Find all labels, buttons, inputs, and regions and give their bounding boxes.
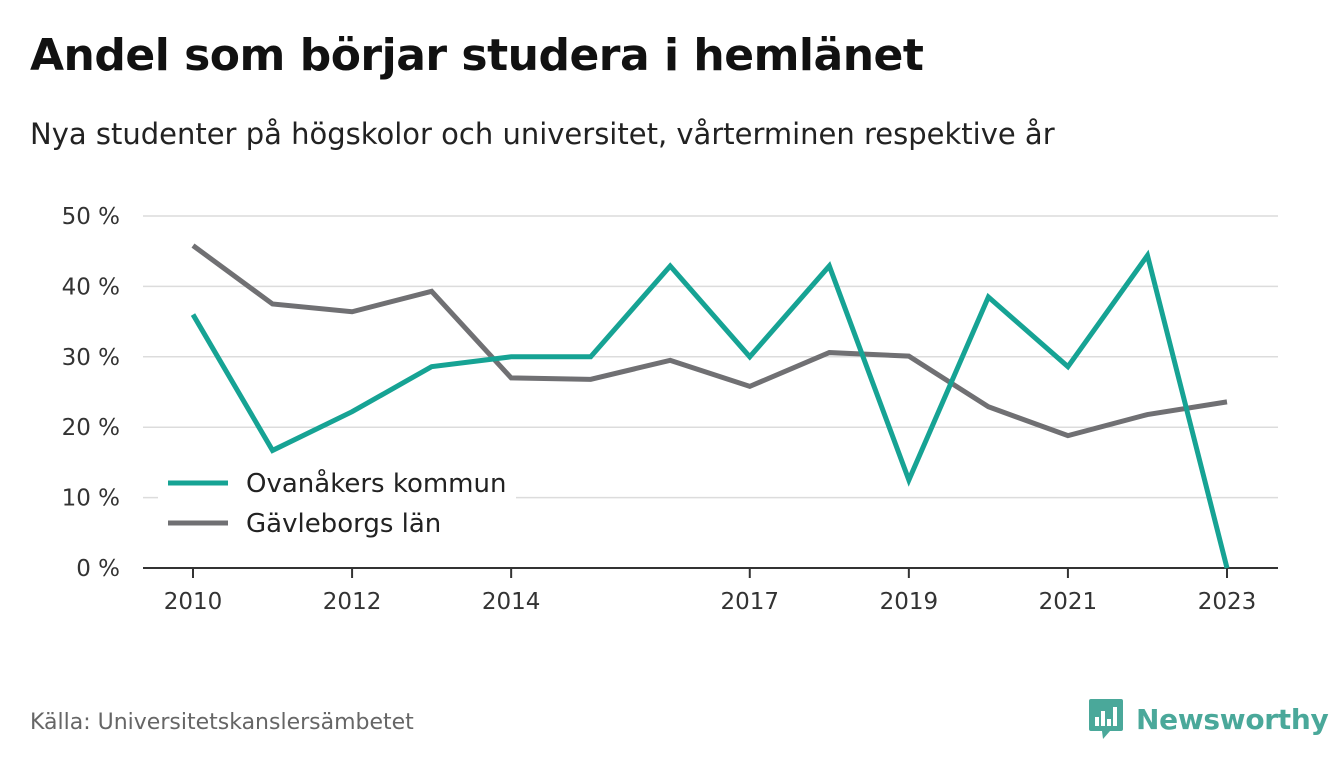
legend: Ovanåkers kommun Gävleborgs län — [158, 460, 516, 552]
x-tick-label: 2019 — [880, 589, 939, 615]
chart-title: Andel som börjar studera i hemlänet — [30, 30, 924, 81]
y-tick-label: 40 % — [62, 274, 120, 300]
legend-label: Ovanåkers kommun — [246, 468, 506, 499]
series-line-gavleborgs-lan — [191, 243, 1228, 439]
y-axis-ticks: 0 % 10 % 20 % 30 % 40 % 50 % — [62, 204, 120, 582]
y-tick-label: 10 % — [62, 486, 120, 512]
newsworthy-logo-icon — [1089, 699, 1123, 739]
brand-name: Newsworthy — [1136, 702, 1329, 736]
series-line-ovanakers-kommun — [190, 249, 1230, 569]
brand-logo: Newsworthy — [1088, 697, 1329, 741]
y-tick-label: 0 % — [76, 556, 120, 582]
x-tick-label: 2014 — [482, 589, 541, 615]
y-tick-label: 30 % — [62, 345, 120, 371]
y-tick-label: 50 % — [62, 204, 120, 230]
legend-background — [158, 460, 516, 552]
x-axis-ticks: 2010 2012 2014 2017 2019 2021 2023 — [164, 568, 1257, 615]
x-tick-label: 2023 — [1198, 589, 1257, 615]
x-tick-label: 2021 — [1039, 589, 1098, 615]
legend-label: Gävleborgs län — [246, 509, 441, 539]
y-tick-label: 20 % — [62, 415, 120, 441]
series-lines — [190, 243, 1230, 569]
x-tick-label: 2017 — [720, 589, 779, 615]
source-note: Källa: Universitetskanslersämbetet — [30, 710, 414, 735]
x-tick-label: 2010 — [164, 589, 223, 615]
x-tick-label: 2012 — [323, 589, 382, 615]
chart-subtitle: Nya studenter på högskolor och universit… — [30, 117, 1055, 151]
